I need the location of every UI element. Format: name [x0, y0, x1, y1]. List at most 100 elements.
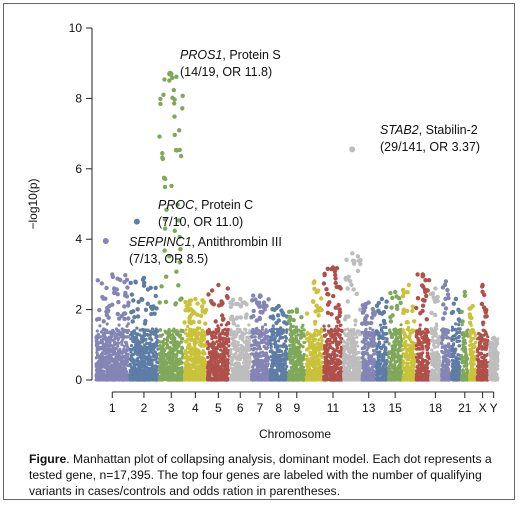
gene-point — [251, 293, 256, 298]
gene-point — [122, 316, 127, 322]
gene-point — [116, 344, 120, 348]
gene-point — [174, 369, 178, 373]
gene-point — [274, 320, 279, 326]
gene-point — [132, 315, 137, 320]
gene-point — [319, 307, 324, 313]
gene-point — [150, 327, 155, 331]
gene-point — [273, 337, 277, 341]
gene-point — [126, 316, 131, 321]
gene-point — [110, 350, 114, 354]
gene-point — [189, 351, 193, 355]
gene-point — [224, 331, 228, 335]
gene-point — [265, 370, 269, 374]
gene-point — [276, 378, 280, 382]
gene-point — [106, 347, 110, 351]
gene-point — [151, 351, 155, 355]
gene-point — [242, 365, 246, 369]
gene-point — [217, 344, 221, 349]
gene-point — [316, 355, 320, 359]
gene-point — [128, 280, 133, 286]
gene-point — [99, 281, 105, 286]
gene-point — [195, 334, 200, 338]
gene-point — [176, 377, 180, 381]
gene-point — [337, 310, 343, 315]
gene-point — [313, 309, 318, 314]
gene-point — [312, 359, 316, 363]
gene-point — [227, 344, 231, 348]
gene-point — [158, 96, 163, 102]
gene-point — [195, 301, 200, 306]
gene-point — [284, 378, 288, 382]
gene-point — [188, 342, 192, 346]
gene-point — [191, 365, 195, 369]
gene-point — [198, 340, 202, 344]
gene-point — [123, 354, 127, 358]
gene-point — [158, 368, 162, 372]
gene-point — [160, 344, 164, 348]
gene-point — [152, 311, 157, 316]
gene-point — [310, 299, 316, 304]
gene-point — [231, 358, 235, 362]
gene-point — [195, 312, 200, 317]
gene-point — [101, 373, 105, 377]
gene-point — [309, 353, 313, 357]
gene-point — [218, 371, 222, 375]
gene-point — [160, 155, 165, 160]
gene-point — [298, 336, 303, 340]
gene-point — [173, 354, 177, 358]
gene-point — [200, 328, 204, 332]
gene-point — [248, 329, 252, 333]
gene-point — [170, 370, 174, 374]
gene-point — [149, 348, 153, 352]
gene-point — [253, 359, 257, 363]
gene-point — [96, 372, 100, 376]
gene-point — [259, 358, 264, 362]
gene-point-peak — [294, 307, 299, 312]
gene-point — [229, 363, 233, 367]
gene-point — [149, 371, 153, 375]
gene-point — [334, 284, 339, 290]
gene-point — [133, 280, 138, 285]
gene-point — [149, 373, 153, 378]
gene-point — [163, 374, 167, 378]
gene-point — [264, 377, 268, 381]
gene-point — [179, 361, 183, 366]
gene-point — [128, 362, 132, 366]
gene-point — [252, 339, 256, 343]
gene-point — [313, 322, 317, 326]
gene-point — [158, 364, 162, 368]
gene-point-peak — [238, 296, 243, 302]
gene-point — [154, 306, 159, 311]
gene-point — [187, 355, 191, 359]
gene-point — [126, 322, 130, 326]
gene-point — [320, 360, 324, 364]
gene-point — [291, 358, 295, 363]
gene-point — [96, 368, 100, 372]
gene-point — [134, 338, 138, 342]
gene-point — [168, 333, 173, 337]
gene-point — [197, 319, 202, 325]
gene-point — [113, 340, 117, 344]
gene-point — [162, 217, 168, 222]
gene-point — [128, 370, 133, 374]
gene-point — [160, 378, 164, 382]
gene-point — [153, 378, 157, 382]
gene-point — [129, 354, 133, 358]
gene-point — [129, 358, 133, 362]
gene-point — [238, 315, 243, 320]
gene-point — [200, 335, 204, 339]
gene-point — [187, 314, 193, 319]
gene-point — [236, 361, 240, 365]
gene-point — [140, 338, 144, 342]
gene-point — [167, 254, 172, 259]
gene-point — [140, 357, 144, 361]
gene-point — [320, 355, 324, 359]
gene-point — [94, 339, 98, 343]
gene-point — [314, 347, 318, 351]
gene-point — [304, 311, 310, 316]
gene-point — [175, 202, 180, 207]
gene-point — [123, 369, 127, 373]
gene-point — [125, 285, 130, 290]
gene-point — [185, 340, 189, 344]
gene-point — [190, 359, 194, 363]
